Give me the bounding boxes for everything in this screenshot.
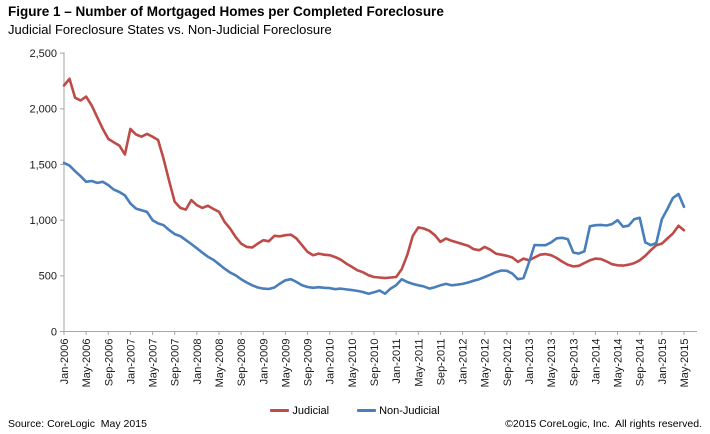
judicial-line-swatch [270,409,290,412]
copyright-note: ©2015 CoreLogic, Inc. All rights reserve… [505,418,702,430]
legend-label-non-judicial: Non-Judicial [379,404,440,417]
x-tick-label: Sep-2011 [435,339,447,386]
legend-item-judicial: Judicial [270,405,329,417]
x-tick-label: Jan-2015 [657,339,669,385]
chart-legend: Judicial Non-Judicial [0,403,710,418]
legend-item-non-judicial: Non-Judicial [357,405,440,417]
x-tick-label: May-2007 [148,339,160,388]
x-tick-label: Jan-2008 [192,339,204,385]
x-tick-label: Jan-2013 [524,339,536,385]
x-tick-label: Sep-2009 [303,339,315,387]
x-tick-label: May-2009 [280,339,292,388]
x-tick-label: Sep-2007 [170,339,182,387]
x-tick-label: Jan-2011 [391,339,403,384]
x-tick-label: Jan-2009 [258,339,270,385]
x-tick-label: Jan-2014 [590,339,602,385]
y-tick-label: 2,000 [29,104,57,116]
x-tick-label: Jan-2010 [325,339,337,385]
y-tick-label: 1,000 [29,215,57,227]
x-tick-label: May-2008 [214,339,226,388]
non-judicial-line-swatch [357,409,377,412]
x-tick-label: May-2006 [81,339,93,388]
x-tick-label: Sep-2008 [236,339,248,387]
x-tick-label: Sep-2014 [635,339,647,387]
y-tick-label: 500 [39,271,57,283]
y-tick-label: 1,500 [29,159,57,171]
series-line-judicial [62,77,686,280]
y-tick-label: 2,500 [29,48,57,60]
x-tick-label: Jan-2006 [59,339,71,385]
x-tick-label: May-2014 [613,339,625,388]
x-tick-label: May-2015 [679,339,691,388]
x-tick-label: Sep-2013 [568,339,580,387]
x-tick-label: Sep-2010 [369,339,381,387]
x-tick-label: Jan-2012 [458,339,470,385]
legend-label-judicial: Judicial [292,404,330,417]
x-tick-label: Sep-2006 [103,339,115,387]
x-tick-label: May-2010 [347,339,359,388]
x-tick-label: May-2011 [413,339,425,387]
x-tick-label: May-2013 [546,339,558,388]
x-tick-label: Jan-2007 [125,339,137,385]
series-line-non-judicial [62,161,686,296]
x-tick-label: Sep-2012 [502,339,514,387]
source-note: Source: CoreLogic May 2015 [8,418,147,430]
y-tick-label: 0 [51,326,57,338]
x-tick-label: May-2012 [480,339,492,388]
page-subtitle: Judicial Foreclosure States vs. Non-Judi… [8,22,332,37]
page-title: Figure 1 – Number of Mortgaged Homes per… [8,4,444,19]
